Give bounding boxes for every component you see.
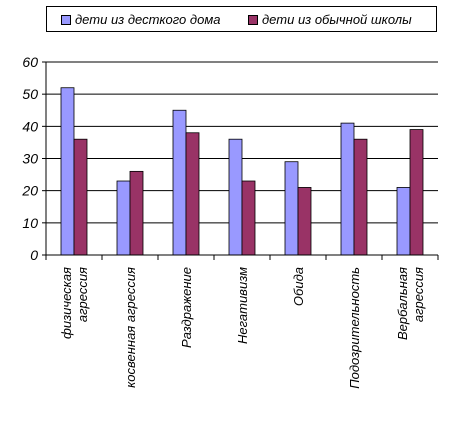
y-tick-label-0: 0 <box>30 247 38 263</box>
y-tick-label-60: 60 <box>22 54 38 70</box>
legend-swatch-series-2 <box>248 14 258 25</box>
legend-swatch-series-1 <box>61 14 71 25</box>
bar-series-2-cat-1 <box>73 138 88 256</box>
bar-series-1-cat-2 <box>116 180 131 256</box>
legend-label-series-2: дети из обычной школы <box>262 12 412 27</box>
x-category-label-2: косвенная агрессия <box>123 267 138 388</box>
bar-series-2-cat-2 <box>129 170 144 256</box>
x-category-label-7-line-2: агрессия <box>411 267 426 322</box>
bar-series-1-cat-5 <box>284 161 299 256</box>
x-category-label-1-line-1: физическая <box>59 267 74 339</box>
y-tick-label-20: 20 <box>21 183 38 199</box>
y-tick-label-40: 40 <box>22 118 38 134</box>
x-category-label-5: Обида <box>291 267 306 306</box>
x-category-label-7-line-1: Вербальная <box>395 267 410 340</box>
legend-label-series-1: дети из десткого дома <box>75 12 221 27</box>
bar-series-1-cat-3 <box>172 109 187 256</box>
bar-series-1-cat-6 <box>340 122 355 256</box>
x-category-label-3: Раздражение <box>179 267 194 348</box>
y-tick-label-30: 30 <box>22 151 38 167</box>
bar-series-2-cat-4 <box>241 180 256 256</box>
bar-series-2-cat-5 <box>297 187 312 256</box>
x-category-label-6: Подозрительность <box>347 267 362 389</box>
x-category-label-4: Негативизм <box>235 267 250 344</box>
y-tick-label-10: 10 <box>22 215 38 231</box>
bar-series-1-cat-4 <box>228 138 243 256</box>
legend-item-series-1: дети из десткого дома <box>61 12 220 27</box>
y-tick-label-50: 50 <box>22 86 38 102</box>
bar-series-1-cat-1 <box>60 87 75 256</box>
bar-series-2-cat-3 <box>185 132 200 256</box>
bar-series-1-cat-7 <box>396 187 411 256</box>
bar-series-2-cat-6 <box>353 138 368 256</box>
legend-item-series-2: дети из обычной школы <box>248 12 412 27</box>
bar-series-2-cat-7 <box>409 129 424 256</box>
x-category-label-1-line-2: агрессия <box>75 267 90 322</box>
chart-legend: дети из десткого дома дети из обычной шк… <box>46 6 437 32</box>
